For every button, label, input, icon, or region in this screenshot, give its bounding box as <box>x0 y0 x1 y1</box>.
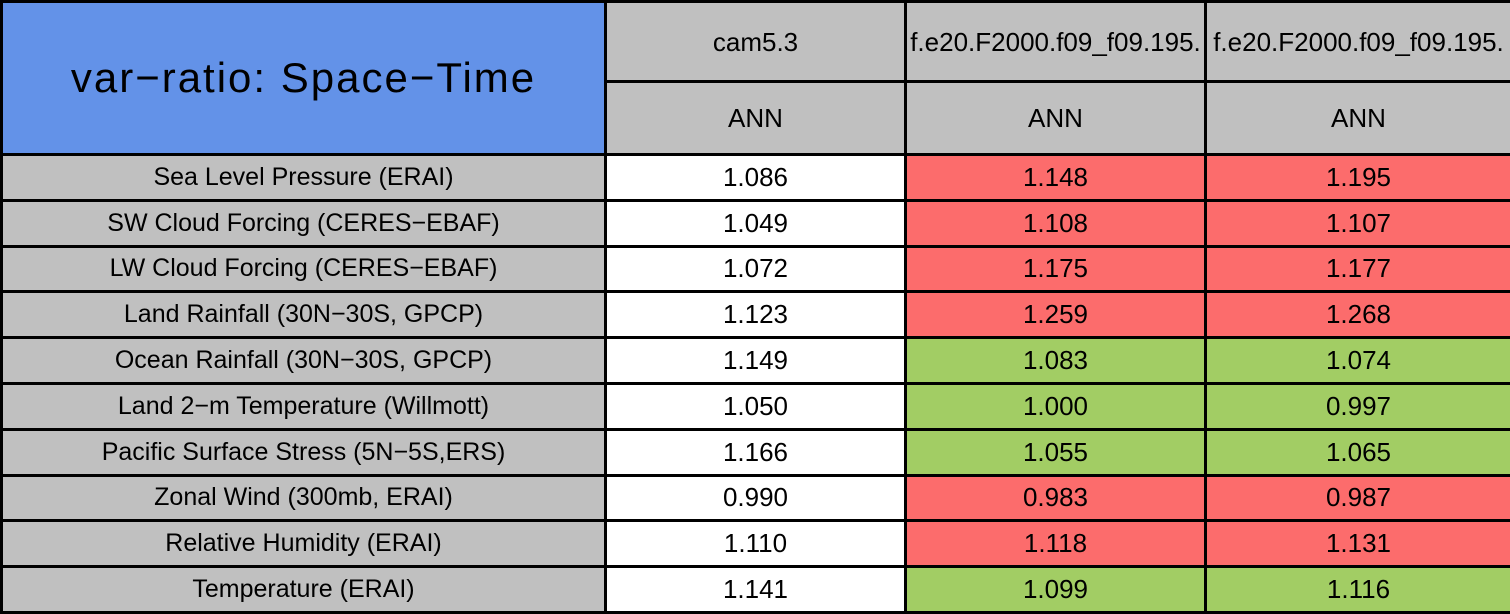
row-label: Relative Humidity (ERAI) <box>2 521 606 567</box>
value-cell: 1.259 <box>906 292 1206 338</box>
value-cell: 1.195 <box>1206 155 1510 201</box>
table-row: SW Cloud Forcing (CERES−EBAF) 1.049 1.10… <box>2 200 1510 246</box>
value-cell: 1.116 <box>1206 567 1510 613</box>
value-cell: 1.049 <box>606 200 906 246</box>
value-cell: 1.123 <box>606 292 906 338</box>
row-label: Sea Level Pressure (ERAI) <box>2 155 606 201</box>
value-cell: 1.166 <box>606 429 906 475</box>
table-row: Land 2−m Temperature (Willmott) 1.050 1.… <box>2 383 1510 429</box>
value-cell: 1.107 <box>1206 200 1510 246</box>
table-row: Relative Humidity (ERAI) 1.110 1.118 1.1… <box>2 521 1510 567</box>
season-header-cell: ANN <box>606 82 906 155</box>
value-cell: 1.050 <box>606 383 906 429</box>
model-header-label: f.e20.F2000.f09_f09.195. <box>1213 26 1504 58</box>
value-cell: 1.110 <box>606 521 906 567</box>
table-row: Temperature (ERAI) 1.141 1.099 1.116 <box>2 567 1510 613</box>
value-cell: 1.175 <box>906 246 1206 292</box>
row-label: Land Rainfall (30N−30S, GPCP) <box>2 292 606 338</box>
row-label: Temperature (ERAI) <box>2 567 606 613</box>
value-cell: 1.141 <box>606 567 906 613</box>
row-label: Ocean Rainfall (30N−30S, GPCP) <box>2 338 606 384</box>
value-cell: 1.074 <box>1206 338 1510 384</box>
value-cell: 1.131 <box>1206 521 1510 567</box>
table-row: Sea Level Pressure (ERAI) 1.086 1.148 1.… <box>2 155 1510 201</box>
model-header-cell: f.e20.F2000.f09_f09.195. <box>906 2 1206 82</box>
row-label: Land 2−m Temperature (Willmott) <box>2 383 606 429</box>
value-cell: 0.997 <box>1206 383 1510 429</box>
value-cell: 1.086 <box>606 155 906 201</box>
table-header: var−ratio: Space−Time cam5.3 f.e20.F2000… <box>2 2 1510 155</box>
table-title: var−ratio: Space−Time <box>2 2 606 155</box>
season-header-cell: ANN <box>1206 82 1510 155</box>
model-header-cell: f.e20.F2000.f09_f09.195. <box>1206 2 1510 82</box>
table-row: Land Rainfall (30N−30S, GPCP) 1.123 1.25… <box>2 292 1510 338</box>
table-row: Ocean Rainfall (30N−30S, GPCP) 1.149 1.0… <box>2 338 1510 384</box>
table-row: LW Cloud Forcing (CERES−EBAF) 1.072 1.17… <box>2 246 1510 292</box>
value-cell: 1.065 <box>1206 429 1510 475</box>
row-label: LW Cloud Forcing (CERES−EBAF) <box>2 246 606 292</box>
table-row: Pacific Surface Stress (5N−5S,ERS) 1.166… <box>2 429 1510 475</box>
value-cell: 1.268 <box>1206 292 1510 338</box>
value-cell: 0.987 <box>1206 475 1510 521</box>
value-cell: 0.990 <box>606 475 906 521</box>
model-header-cell: cam5.3 <box>606 2 906 82</box>
value-cell: 1.055 <box>906 429 1206 475</box>
model-header-wrap: cam5.3 <box>607 26 904 58</box>
value-cell: 1.099 <box>906 567 1206 613</box>
table-body: Sea Level Pressure (ERAI) 1.086 1.148 1.… <box>2 155 1510 613</box>
value-cell: 1.083 <box>906 338 1206 384</box>
model-header-wrap: f.e20.F2000.f09_f09.195. <box>1207 26 1510 58</box>
value-cell: 1.177 <box>1206 246 1510 292</box>
model-header-wrap: f.e20.F2000.f09_f09.195. <box>907 26 1204 58</box>
row-label: Pacific Surface Stress (5N−5S,ERS) <box>2 429 606 475</box>
value-cell: 1.118 <box>906 521 1206 567</box>
value-cell: 0.983 <box>906 475 1206 521</box>
model-header-label: f.e20.F2000.f09_f09.195. <box>910 26 1201 58</box>
value-cell: 1.148 <box>906 155 1206 201</box>
value-cell: 1.000 <box>906 383 1206 429</box>
season-header-cell: ANN <box>906 82 1206 155</box>
model-header-row: var−ratio: Space−Time cam5.3 f.e20.F2000… <box>2 2 1510 82</box>
table-row: Zonal Wind (300mb, ERAI) 0.990 0.983 0.9… <box>2 475 1510 521</box>
row-label: Zonal Wind (300mb, ERAI) <box>2 475 606 521</box>
row-label: SW Cloud Forcing (CERES−EBAF) <box>2 200 606 246</box>
value-cell: 1.108 <box>906 200 1206 246</box>
value-cell: 1.072 <box>606 246 906 292</box>
model-header-label: cam5.3 <box>713 26 798 58</box>
value-cell: 1.149 <box>606 338 906 384</box>
